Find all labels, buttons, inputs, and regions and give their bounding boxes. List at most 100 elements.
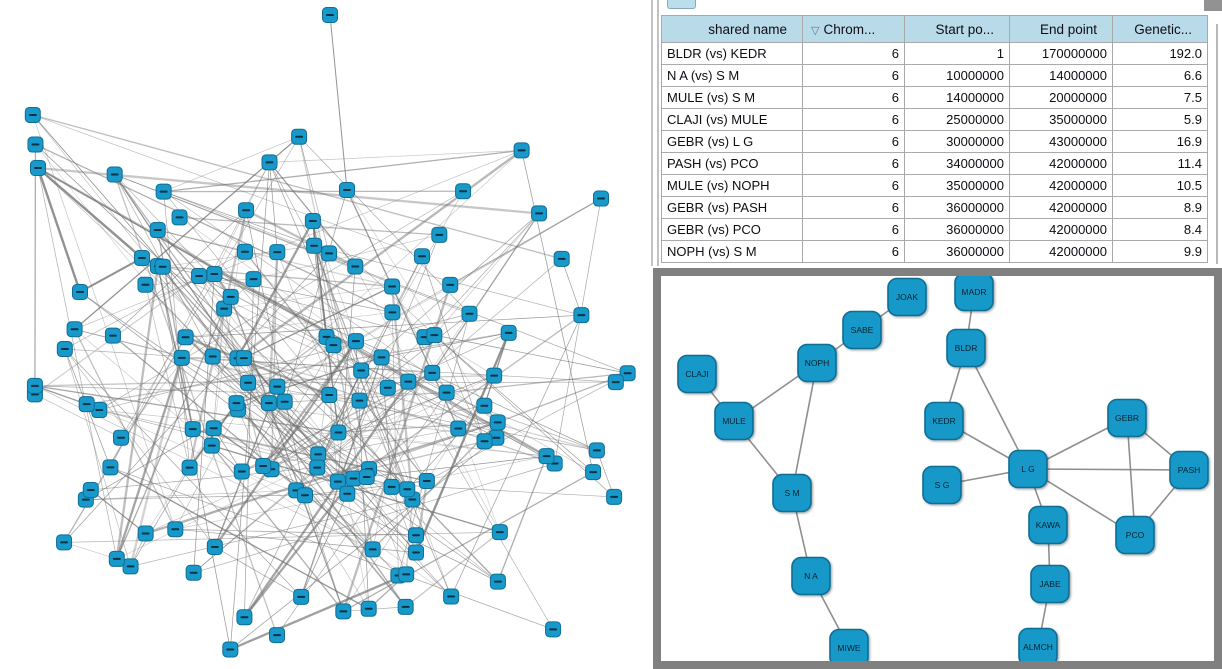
network-node[interactable] [450, 420, 467, 437]
table-row[interactable]: GEBR (vs) PCO 6 36000000 42000000 8.4 [661, 218, 1208, 241]
network-node[interactable] [593, 190, 610, 207]
table-cell[interactable]: 6 [802, 86, 905, 109]
network-node[interactable] [491, 524, 508, 541]
column-header-end-point[interactable]: End point [1009, 15, 1113, 43]
table-cell[interactable]: 34000000 [904, 152, 1010, 175]
table-cell[interactable]: 8.4 [1112, 218, 1208, 241]
network-node-kawa[interactable]: KAWA [1028, 505, 1068, 545]
network-node[interactable] [236, 609, 253, 626]
network-node-noph[interactable]: NOPH [797, 343, 837, 383]
network-node-mule[interactable]: MULE [714, 401, 754, 441]
network-node[interactable] [206, 265, 223, 282]
network-node[interactable] [531, 205, 548, 222]
network-node-n-a[interactable]: N A [791, 556, 831, 596]
table-cell[interactable]: 6 [802, 240, 905, 263]
network-node[interactable] [228, 395, 245, 412]
network-node[interactable] [108, 550, 125, 567]
table-cell[interactable]: 170000000 [1009, 42, 1113, 65]
table-row[interactable]: MULE (vs) NOPH 6 35000000 42000000 10.5 [661, 174, 1208, 197]
network-node[interactable] [538, 448, 555, 465]
table-cell[interactable]: 36000000 [904, 196, 1010, 219]
network-node[interactable] [373, 349, 390, 366]
table-cell[interactable]: N A (vs) S M [661, 64, 803, 87]
network-node[interactable] [310, 446, 327, 463]
network-node[interactable] [181, 459, 198, 476]
table-row[interactable]: GEBR (vs) PASH 6 36000000 42000000 8.9 [661, 196, 1208, 219]
table-row[interactable]: CLAJI (vs) MULE 6 25000000 35000000 5.9 [661, 108, 1208, 131]
network-node[interactable] [476, 433, 493, 450]
network-node[interactable] [24, 106, 41, 123]
table-cell[interactable]: 10000000 [904, 64, 1010, 87]
table-cell[interactable]: 11.4 [1112, 152, 1208, 175]
column-header-shared-name[interactable]: shared name [661, 15, 803, 43]
network-node[interactable] [173, 349, 190, 366]
network-node[interactable] [321, 387, 338, 404]
column-header-chrom-[interactable]: ▽ Chrom... [802, 15, 905, 43]
network-node[interactable] [149, 222, 166, 239]
network-node[interactable] [383, 478, 400, 495]
network-node[interactable] [30, 160, 46, 176]
network-node[interactable] [500, 324, 517, 341]
table-cell[interactable]: 25000000 [904, 108, 1010, 131]
network-node-madr[interactable]: MADR [954, 276, 994, 312]
table-cell[interactable]: 1 [904, 42, 1010, 65]
network-node[interactable] [27, 136, 44, 153]
network-node[interactable] [418, 472, 435, 489]
table-row[interactable]: GEBR (vs) L G 6 30000000 43000000 16.9 [661, 130, 1208, 153]
table-cell[interactable]: 6 [802, 174, 905, 197]
network-node[interactable] [442, 276, 459, 293]
network-node[interactable] [78, 396, 95, 413]
network-node[interactable] [400, 373, 417, 390]
network-node[interactable] [585, 464, 602, 481]
table-cell[interactable]: 36000000 [904, 240, 1010, 263]
table-cell[interactable]: BLDR (vs) KEDR [661, 42, 803, 65]
network-node[interactable] [339, 485, 356, 502]
table-cell[interactable]: 6.6 [1112, 64, 1208, 87]
network-node[interactable] [297, 487, 314, 504]
network-node[interactable] [255, 457, 272, 474]
network-edge[interactable] [1027, 468, 1190, 471]
network-node[interactable] [398, 566, 415, 583]
network-node[interactable] [431, 226, 448, 243]
table-cell[interactable]: 14000000 [1009, 64, 1113, 87]
network-node[interactable] [102, 459, 119, 476]
table-cell[interactable]: GEBR (vs) PASH [661, 196, 803, 219]
table-cell[interactable]: 36000000 [904, 218, 1010, 241]
network-node[interactable] [330, 424, 347, 441]
table-cell[interactable]: 6 [802, 42, 905, 65]
network-node[interactable] [513, 142, 530, 159]
network-node[interactable] [235, 350, 252, 367]
table-cell[interactable]: 192.0 [1112, 42, 1208, 65]
network-node[interactable] [408, 527, 425, 544]
table-cell[interactable]: 42000000 [1009, 240, 1113, 263]
table-cell[interactable]: GEBR (vs) L G [661, 130, 803, 153]
network-node[interactable] [443, 588, 460, 605]
table-cell[interactable]: 20000000 [1009, 86, 1113, 109]
table-cell[interactable]: MULE (vs) S M [661, 86, 803, 109]
network-node[interactable] [56, 341, 73, 358]
network-node[interactable] [291, 128, 308, 145]
network-node[interactable] [185, 564, 202, 581]
network-node[interactable] [269, 627, 286, 644]
network-node[interactable] [137, 525, 154, 542]
table-row[interactable]: PASH (vs) PCO 6 34000000 42000000 11.4 [661, 152, 1208, 175]
network-node-claji[interactable]: CLAJI [677, 354, 717, 394]
network-node[interactable] [204, 348, 221, 365]
table-cell[interactable]: 6 [802, 108, 905, 131]
table-cell[interactable]: 8.9 [1112, 196, 1208, 219]
network-node[interactable] [167, 521, 184, 538]
network-node[interactable] [335, 603, 352, 620]
table-cell[interactable]: 6 [802, 152, 905, 175]
table-cell[interactable]: 9.9 [1112, 240, 1208, 263]
network-node-l-g[interactable]: L G [1008, 449, 1048, 489]
network-node[interactable] [588, 442, 605, 459]
network-node[interactable] [206, 539, 223, 556]
network-node[interactable] [293, 588, 310, 605]
table-scrollbar[interactable] [1216, 24, 1218, 264]
network-node[interactable] [553, 250, 570, 267]
network-node-gebr[interactable]: GEBR [1107, 398, 1147, 438]
table-cell[interactable]: 10.5 [1112, 174, 1208, 197]
network-node[interactable] [306, 237, 323, 254]
network-node[interactable] [134, 250, 150, 266]
network-node[interactable] [240, 374, 257, 391]
